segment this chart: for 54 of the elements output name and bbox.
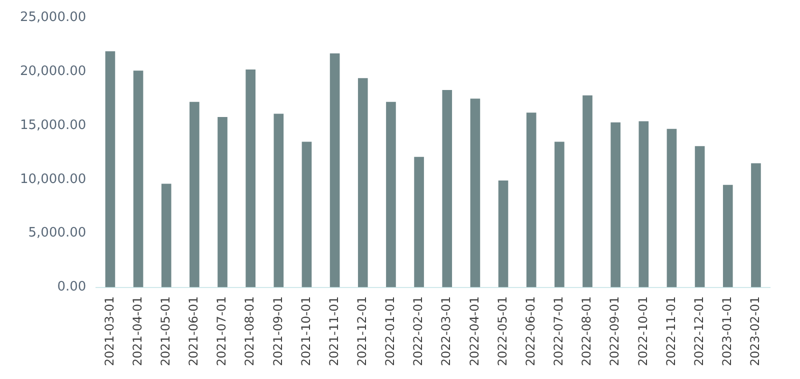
x-tick-label: 2023-01-01 [720,296,734,366]
bar [526,112,536,288]
bar [638,121,649,288]
bar [498,180,508,288]
x-tick-label: 2022-05-01 [495,296,510,366]
x-tick-label: 2021-08-01 [242,296,257,366]
x-tick-label: 2021-11-01 [326,296,341,366]
bar [666,128,677,288]
bar [582,95,592,288]
x-tick-label: 2022-04-01 [467,296,482,366]
bar [105,51,116,288]
bar [218,116,228,288]
x-tick-label: 2022-10-01 [636,296,650,366]
x-tick-label: 2021-05-01 [158,296,172,366]
y-tick-label: 0.00 [57,280,86,295]
bar [161,184,172,288]
bar [133,70,144,288]
x-tick-label: 2022-08-01 [580,296,594,366]
y-tick-label: 10,000.00 [20,172,86,187]
bar [722,184,733,288]
x-tick-label: 2022-11-01 [664,296,678,366]
bar [274,114,284,288]
y-tick-label: 20,000.00 [20,64,86,80]
bar [330,53,340,288]
bar [386,102,396,288]
x-tick-label: 2021-12-01 [355,296,370,366]
y-tick-label: 25,000.00 [20,10,86,26]
bar [246,70,256,288]
x-tick-label: 2021-03-01 [102,296,116,366]
x-tick-label: 2021-07-01 [214,296,229,366]
x-tick-label: 2022-02-01 [411,296,426,366]
x-tick-label: 2021-04-01 [130,296,144,366]
x-tick-label: 2023-02-01 [748,296,762,366]
bar [610,122,620,288]
bar [470,98,480,288]
bar [442,90,452,288]
x-tick-label: 2022-06-01 [523,296,538,366]
x-tick-label: 2022-09-01 [608,296,622,366]
x-tick-label: 2021-10-01 [298,296,313,366]
y-tick-label: 5,000.00 [28,226,86,241]
x-tick-label: 2021-06-01 [186,296,201,366]
x-tick-label: 2022-01-01 [383,296,398,366]
x-tick-label: 2022-07-01 [552,296,566,366]
bar [694,146,705,288]
bar [751,163,761,288]
x-tick-label: 2021-09-01 [270,296,285,366]
bar [554,142,564,288]
x-tick-label: 2022-03-01 [439,296,454,366]
bar [302,142,312,288]
bar [358,78,368,288]
x-tick-label: 2022-12-01 [692,296,706,366]
bar [190,102,200,288]
y-tick-label: 15,000.00 [20,118,86,133]
bar [414,156,424,288]
